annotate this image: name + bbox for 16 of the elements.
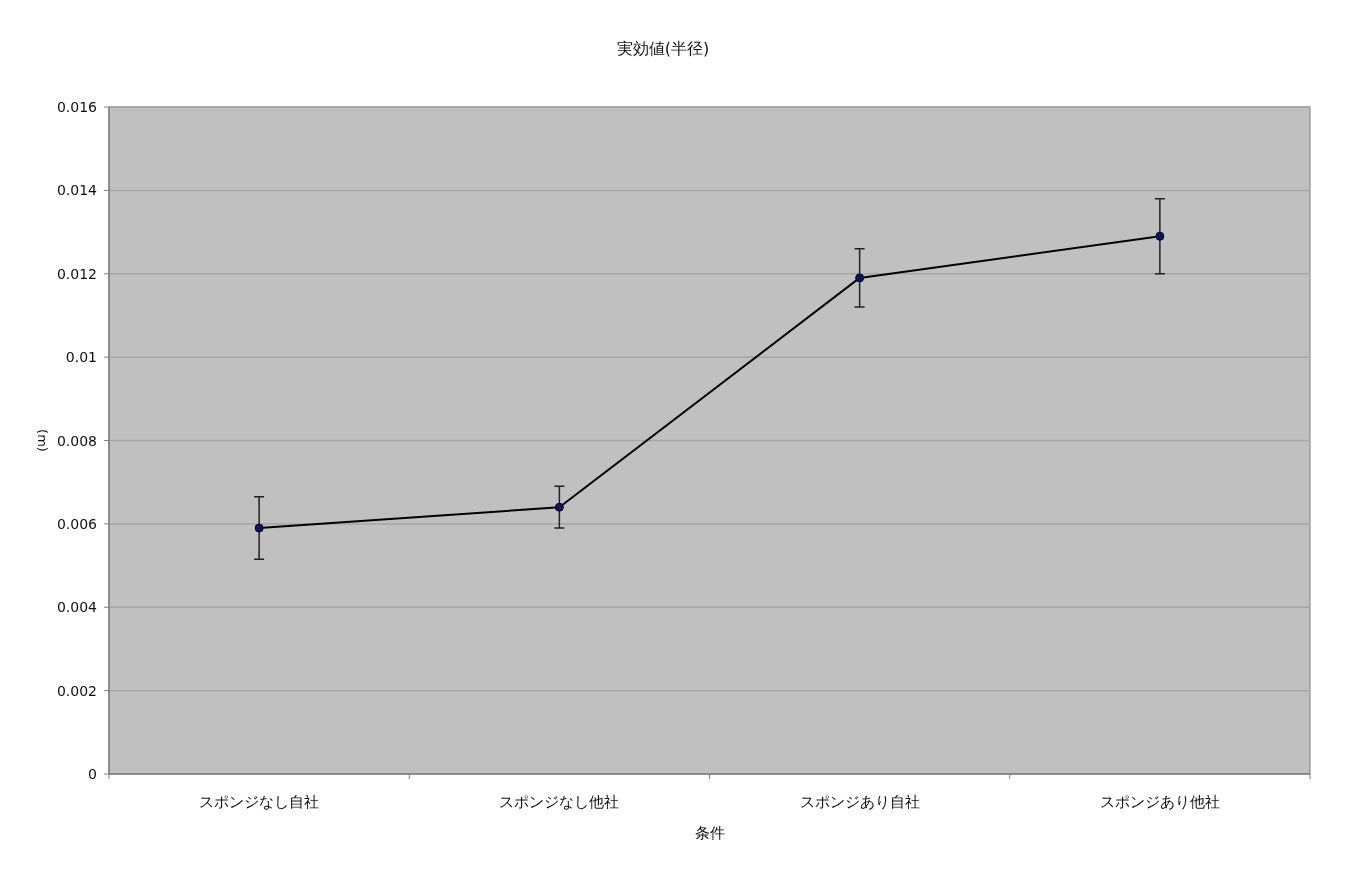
y-tick-label: 0.006: [56, 515, 98, 532]
x-tick-label: スポンジなし他社: [499, 793, 620, 811]
x-tick-label: スポンジあり自社: [799, 793, 920, 811]
y-tick-label: 0.012: [56, 265, 97, 282]
y-tick-label: 0.016: [56, 99, 98, 115]
y-tick-label: 0.008: [56, 432, 97, 449]
y-tick-label: 0: [88, 766, 97, 782]
x-axis-title: 条件: [694, 824, 725, 842]
y-axis-title: (m): [35, 429, 50, 452]
y-tick-label: 0.004: [56, 599, 98, 616]
x-tick-label: スポンジなし自社: [199, 793, 320, 811]
x-tick-label: スポンジあり他社: [1099, 793, 1220, 811]
y-tick-label: 0.014: [56, 182, 98, 199]
y-tick-label: 0.002: [56, 682, 97, 699]
chart-title: 実効値(半径): [616, 39, 710, 58]
y-tick-label: 0.01: [65, 349, 97, 366]
